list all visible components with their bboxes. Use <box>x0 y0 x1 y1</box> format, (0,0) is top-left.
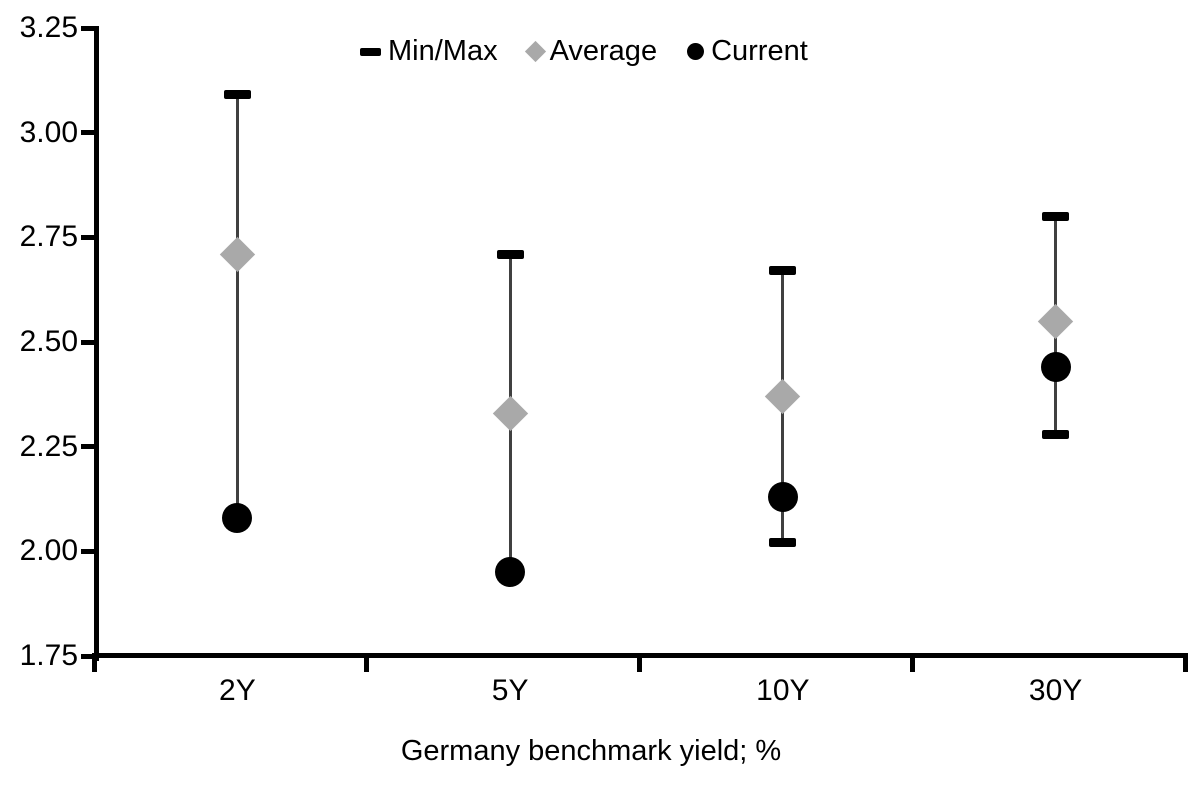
y-axis-tick <box>81 25 94 31</box>
y-axis-tick <box>81 653 94 659</box>
max-cap <box>496 249 524 259</box>
legend: Min/Max Average Current <box>360 35 808 68</box>
current-marker <box>495 557 526 588</box>
y-tick-label: 1.75 <box>19 639 78 672</box>
y-axis-tick <box>81 548 94 554</box>
legend-item-minmax: Min/Max <box>360 35 498 68</box>
y-tick-label: 2.25 <box>19 429 78 463</box>
average-marker <box>219 236 256 272</box>
y-tick-label: 2.00 <box>19 534 78 568</box>
legend-item-average: Average <box>524 35 658 68</box>
minmax-range-bar <box>235 94 239 518</box>
x-tick-label: 2Y <box>219 674 256 707</box>
x-axis-tick <box>364 653 370 672</box>
average-marker <box>492 395 528 431</box>
x-tick-label: 30Y <box>1028 674 1083 707</box>
legend-label-minmax: Min/Max <box>388 35 498 67</box>
y-tick-label: 2.75 <box>19 220 78 254</box>
current-marker <box>767 481 798 512</box>
minmax-dash-icon <box>360 47 381 56</box>
average-diamond-icon <box>524 40 546 63</box>
x-axis-tick <box>637 653 642 672</box>
y-tick-label: 2.50 <box>19 325 78 358</box>
x-axis-title: Germany benchmark yield; % <box>400 735 782 767</box>
current-marker <box>222 502 253 533</box>
y-axis-tick <box>81 339 94 345</box>
current-marker <box>1040 352 1071 383</box>
current-circle-icon <box>687 43 705 60</box>
average-marker <box>1037 303 1074 339</box>
y-axis-tick <box>81 444 94 450</box>
x-axis-tick <box>909 653 915 672</box>
min-cap <box>1042 429 1070 439</box>
y-axis-tick <box>81 234 94 240</box>
y-axis-tick <box>81 130 94 136</box>
min-cap <box>769 538 797 548</box>
x-axis-tick <box>1182 653 1188 672</box>
x-tick-label: 10Y <box>756 674 810 707</box>
y-axis <box>94 26 99 661</box>
legend-label-average: Average <box>549 35 658 67</box>
max-cap <box>769 266 797 276</box>
average-marker <box>765 378 801 415</box>
max-cap <box>1042 211 1070 221</box>
x-tick-label: 5Y <box>491 674 529 707</box>
y-tick-label: 3.00 <box>19 115 78 149</box>
y-tick-label: 3.25 <box>19 11 78 44</box>
legend-item-current: Current <box>687 35 808 68</box>
x-axis-tick <box>91 653 97 672</box>
max-cap <box>223 90 251 100</box>
legend-label-current: Current <box>711 35 808 67</box>
